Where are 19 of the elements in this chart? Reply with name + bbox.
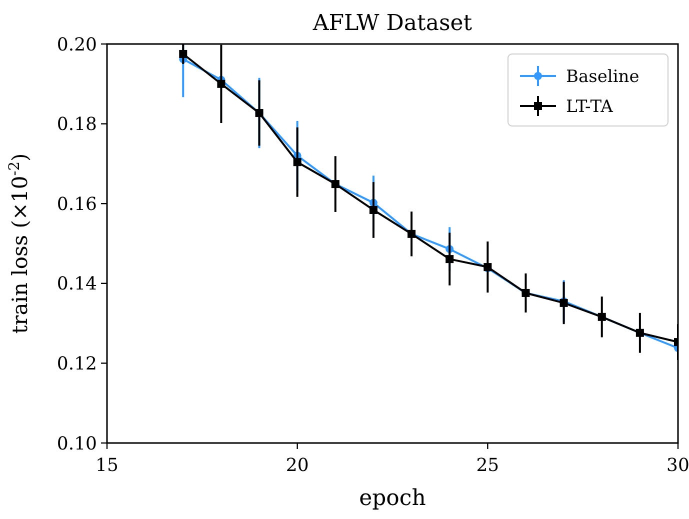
y-tick-label: 0.14 xyxy=(56,274,97,295)
x-tick-label: 30 xyxy=(666,455,689,476)
x-tick-label: 15 xyxy=(96,455,118,476)
y-tick-label: 0.10 xyxy=(56,433,97,454)
y-tick-label: 0.18 xyxy=(56,114,97,136)
x-tick-label: 20 xyxy=(286,455,309,476)
x-tick-label: 25 xyxy=(476,455,500,476)
point xyxy=(293,158,302,166)
point xyxy=(446,255,454,264)
y-tick-label: 0.16 xyxy=(56,194,97,215)
legend-label: LT-TA xyxy=(566,96,614,117)
point xyxy=(179,50,188,58)
point xyxy=(217,80,226,88)
x-axis-title: epoch xyxy=(359,486,426,511)
y-tick-label: 0.12 xyxy=(56,354,97,374)
chart-title: AFLW Dataset xyxy=(312,11,472,36)
point xyxy=(369,206,378,214)
y-tick-label: 0.20 xyxy=(56,34,97,56)
legend-label: Baseline xyxy=(566,66,640,87)
